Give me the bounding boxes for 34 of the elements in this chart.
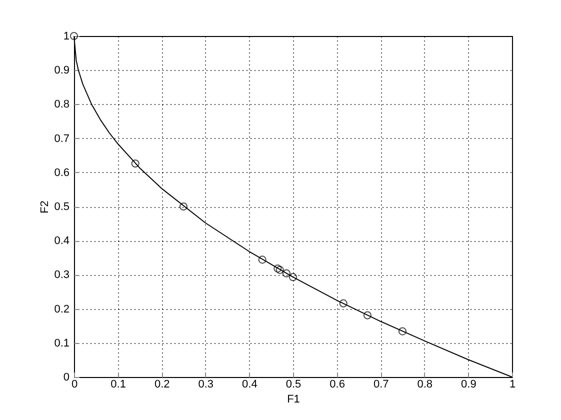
point xyxy=(282,269,290,278)
y-tick-label: 0.7 xyxy=(54,132,70,145)
point xyxy=(398,327,407,336)
point xyxy=(258,256,266,264)
y-tick-label: 0.5 xyxy=(54,201,70,213)
x-tick-label: 0.8 xyxy=(417,378,433,390)
x-tick-label: 1 xyxy=(509,378,516,390)
x-axis-title: F1 xyxy=(287,394,300,406)
point xyxy=(131,160,140,168)
x-tick-label: 0.5 xyxy=(286,378,302,390)
y-tick-label: 1 xyxy=(63,30,70,42)
x-tick-label: 0.9 xyxy=(461,378,476,390)
y-tick-label: 0.2 xyxy=(54,303,70,316)
x-tick-label: 0.1 xyxy=(110,378,126,390)
y-tick-label: 0.6 xyxy=(54,166,70,179)
y-tick-label: 0.1 xyxy=(54,337,70,350)
point xyxy=(70,32,78,40)
point xyxy=(179,202,188,211)
point xyxy=(339,299,348,308)
y-tick-label: 0.9 xyxy=(54,64,70,77)
x-tick-label: 0.7 xyxy=(373,378,389,390)
y-tick-label: 0.8 xyxy=(54,98,70,111)
point xyxy=(288,273,298,282)
x-tick-label: 0 xyxy=(71,378,78,390)
x-tick-label: 0.2 xyxy=(154,378,170,390)
point xyxy=(363,311,372,320)
point xyxy=(276,266,284,274)
y-axis-title: F2 xyxy=(39,200,52,214)
y-tick-label: 0.4 xyxy=(54,235,70,248)
x-tick-label: 0.4 xyxy=(242,378,258,390)
y-tick-label: 0.3 xyxy=(54,269,70,282)
x-tick-label: 0.6 xyxy=(330,378,345,390)
x-tick-label: 0.3 xyxy=(198,378,214,390)
point xyxy=(274,264,282,273)
